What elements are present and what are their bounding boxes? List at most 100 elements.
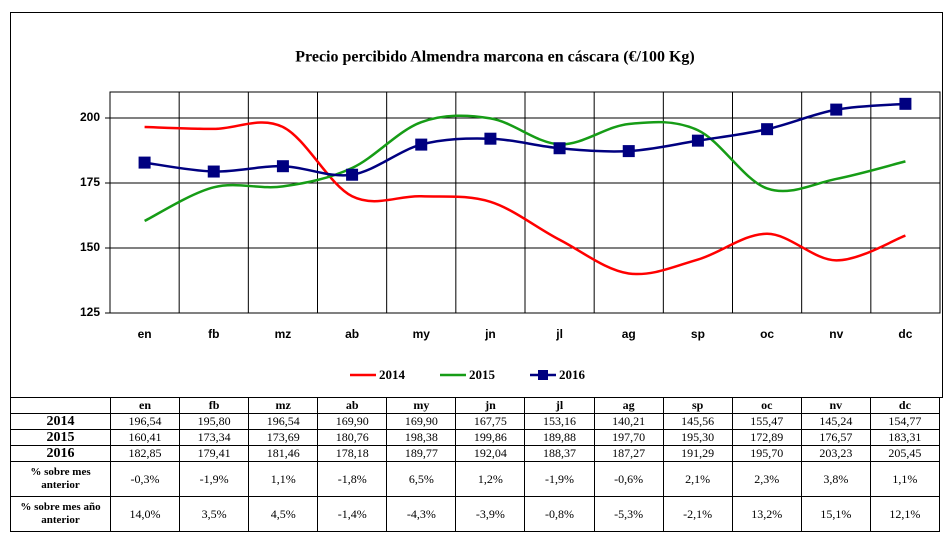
table-cell: 167,75 <box>455 413 526 430</box>
series-line <box>144 114 906 223</box>
table-cell: 205,45 <box>869 445 941 462</box>
table-cell: ab <box>317 397 388 414</box>
table-cell: 169,90 <box>386 413 457 430</box>
table-row: en fb mz ab my jn jl ag sp oc nv dc <box>10 397 941 414</box>
legend-label: 2015 <box>469 367 496 382</box>
table-cell: 154,77 <box>869 413 941 430</box>
y-tick-label: 150 <box>80 240 100 254</box>
x-tick-label: my <box>413 327 431 341</box>
table-cell: 196,54 <box>109 413 181 430</box>
table-cell: 12,1% <box>869 496 941 532</box>
x-tick-label: nv <box>829 327 843 341</box>
table-cell: 140,21 <box>593 413 664 430</box>
table-cell: 153,16 <box>524 413 595 430</box>
table-row: % sobre mes año anterior 14,0% 3,5% 4,5% -1,… <box>10 496 941 532</box>
x-tick-label: dc <box>898 327 912 341</box>
legend-label: 2016 <box>559 367 586 382</box>
table-cell: dc <box>869 397 941 414</box>
table-cell: 4,5% <box>248 496 319 532</box>
x-tick-label: en <box>138 327 152 341</box>
table-cell: 189,77 <box>386 445 457 462</box>
table-cell: 155,47 <box>731 413 802 430</box>
table-cell: my <box>386 397 457 414</box>
series-marker <box>138 156 151 169</box>
table-cell: mz <box>248 397 319 414</box>
table-cell: 15,1% <box>800 496 871 532</box>
table-cell: 176,57 <box>800 429 871 446</box>
table-cell: ag <box>593 397 664 414</box>
table-cell: 197,70 <box>593 429 664 446</box>
legend-marker <box>538 370 548 380</box>
table-cell: 145,24 <box>800 413 871 430</box>
y-tick-label: 175 <box>80 175 100 189</box>
x-tick-label: fb <box>208 327 219 341</box>
series-marker <box>415 138 428 151</box>
series-line <box>144 121 906 276</box>
x-tick-label: sp <box>691 327 705 341</box>
table-cell: 203,23 <box>800 445 871 462</box>
table-cell: 2015 <box>10 429 111 446</box>
table-cell: 192,04 <box>455 445 526 462</box>
series-marker <box>276 160 289 173</box>
table-cell: 195,80 <box>179 413 250 430</box>
series-marker <box>622 145 635 158</box>
table-cell: 1,2% <box>455 461 526 497</box>
table-cell: 196,54 <box>248 413 319 430</box>
chart-title: Precio percibido Almendra marcona en cás… <box>295 49 695 66</box>
x-tick-label: jl <box>555 327 563 341</box>
table-cell: 173,69 <box>248 429 319 446</box>
table-cell: 195,70 <box>731 445 802 462</box>
table-cell: 3,5% <box>179 496 250 532</box>
series-line <box>144 102 906 177</box>
series-marker <box>830 103 843 116</box>
legend-label: 2014 <box>379 367 406 382</box>
table-cell: 181,46 <box>248 445 319 462</box>
series-marker <box>691 134 704 147</box>
series-marker <box>553 142 566 155</box>
table-cell: jl <box>524 397 595 414</box>
series-marker <box>346 168 359 181</box>
table-cell: 180,76 <box>317 429 388 446</box>
table-cell: 183,31 <box>869 429 941 446</box>
table-cell: sp <box>662 397 733 414</box>
y-tick-label: 200 <box>80 110 100 124</box>
table-cell: -0,3% <box>109 461 181 497</box>
table-cell: 189,88 <box>524 429 595 446</box>
table-cell: 173,34 <box>179 429 250 446</box>
table-cell: -5,3% <box>593 496 664 532</box>
table-cell: 188,37 <box>524 445 595 462</box>
table-row: 2014 196,54 195,80 196,54 169,90 169,90 167,75… <box>10 413 941 430</box>
x-tick-label: mz <box>275 327 292 341</box>
series-marker <box>207 165 220 178</box>
table-cell: 1,1% <box>869 461 941 497</box>
table-cell: 199,86 <box>455 429 526 446</box>
table-cell: 169,90 <box>317 413 388 430</box>
table-cell: % sobre mes anterior <box>10 461 111 497</box>
x-tick-label: ag <box>622 327 636 341</box>
table-cell: -1,9% <box>524 461 595 497</box>
series-marker <box>484 132 497 145</box>
table-cell: oc <box>731 397 802 414</box>
table-cell: 178,18 <box>317 445 388 462</box>
table-cell: 1,1% <box>248 461 319 497</box>
series-marker <box>899 97 912 110</box>
table-cell: 179,41 <box>179 445 250 462</box>
table-cell: 187,27 <box>593 445 664 462</box>
table-cell: -4,3% <box>386 496 457 532</box>
table-cell <box>10 397 111 414</box>
table-cell: 2,3% <box>731 461 802 497</box>
table-cell: 2,1% <box>662 461 733 497</box>
table-cell: en <box>109 397 181 414</box>
x-tick-label: jn <box>484 327 496 341</box>
table-cell: -1,4% <box>317 496 388 532</box>
table-cell: 13,2% <box>731 496 802 532</box>
table-cell: 3,8% <box>800 461 871 497</box>
table-cell: 195,30 <box>662 429 733 446</box>
table-cell: 198,38 <box>386 429 457 446</box>
table-cell: -1,9% <box>179 461 250 497</box>
table-cell: -0,6% <box>593 461 664 497</box>
table-cell: 191,29 <box>662 445 733 462</box>
table-cell: 172,89 <box>731 429 802 446</box>
table-cell: 14,0% <box>109 496 181 532</box>
